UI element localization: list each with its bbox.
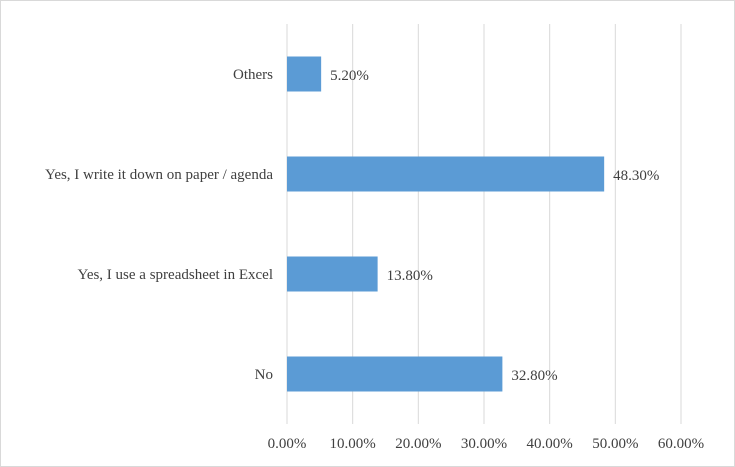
- data-label: 13.80%: [387, 268, 433, 284]
- bar: [287, 256, 378, 292]
- category-labels: Others Yes, I write it down on paper / ag…: [45, 67, 273, 383]
- bar: [287, 56, 322, 92]
- category-label: Yes, I use a spreadsheet in Excel: [77, 267, 273, 283]
- data-label: 48.30%: [613, 168, 659, 184]
- bars: [287, 56, 605, 392]
- x-tick-label: 20.00%: [395, 436, 441, 452]
- data-label: 32.80%: [511, 368, 557, 384]
- data-label: 5.20%: [330, 68, 369, 84]
- x-tick-label: 0.00%: [268, 436, 307, 452]
- bar: [287, 356, 503, 392]
- x-tick-label: 50.00%: [592, 436, 638, 452]
- x-tick-label: 40.00%: [527, 436, 573, 452]
- category-label: Others: [233, 67, 273, 83]
- x-tick-labels: 0.00% 10.00% 20.00% 30.00% 40.00% 50.00% 60.00…: [268, 436, 705, 452]
- x-tick-label: 10.00%: [330, 436, 376, 452]
- x-tick-label: 30.00%: [461, 436, 507, 452]
- x-tick-label: 60.00%: [658, 436, 704, 452]
- category-label: Yes, I write it down on paper / agenda: [45, 167, 273, 183]
- data-labels: 5.20% 48.30% 13.80% 32.80%: [330, 68, 659, 384]
- bar: [287, 156, 605, 192]
- category-label: No: [255, 367, 273, 383]
